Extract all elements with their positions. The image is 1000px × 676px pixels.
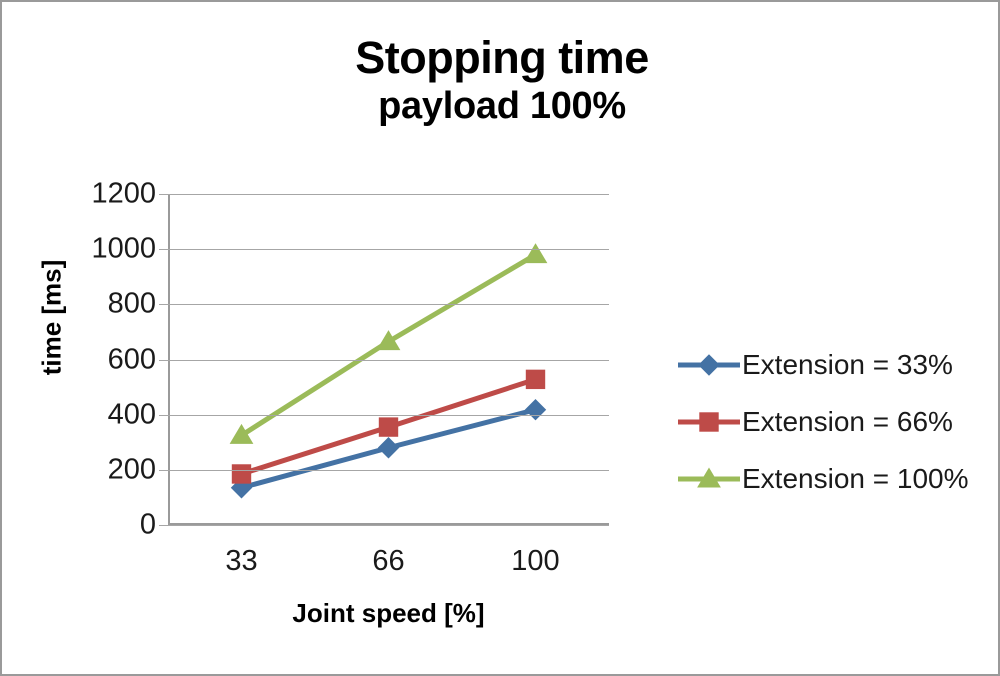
legend-label: Extension = 100% bbox=[742, 462, 969, 494]
legend-label: Extension = 33% bbox=[742, 348, 953, 380]
data-point-triangle bbox=[523, 243, 548, 264]
y-axis-tick-label: 800 bbox=[107, 287, 156, 320]
gridline bbox=[168, 359, 609, 361]
y-axis-tick bbox=[159, 249, 168, 251]
y-axis-tick bbox=[159, 304, 168, 306]
data-point-square bbox=[378, 417, 399, 437]
chart-title: Stopping time bbox=[355, 32, 649, 83]
gridline bbox=[168, 525, 609, 526]
y-axis-tick bbox=[159, 469, 168, 471]
y-axis-tick bbox=[159, 194, 168, 195]
y-axis-tick-label: 0 bbox=[139, 508, 156, 541]
legend-marker-triangle-icon bbox=[678, 466, 740, 492]
data-point-triangle bbox=[376, 330, 401, 351]
legend-item[interactable]: Extension = 66% bbox=[678, 393, 988, 450]
gridline bbox=[168, 194, 609, 195]
x-axis-line bbox=[168, 523, 609, 525]
legend-item[interactable]: Extension = 100% bbox=[678, 450, 988, 507]
y-axis-tick bbox=[159, 414, 168, 416]
y-axis-tick bbox=[159, 525, 168, 526]
x-axis-tick-label: 66 bbox=[372, 545, 405, 577]
plot-area bbox=[159, 194, 609, 526]
data-point-triangle bbox=[229, 423, 254, 444]
y-axis-tick bbox=[159, 359, 168, 361]
data-point-diamond bbox=[698, 353, 720, 376]
x-axis-title: Joint speed [%] bbox=[292, 598, 485, 628]
chart-legend: Extension = 33% Extension = 66% Extension … bbox=[678, 336, 988, 507]
legend-label: Extension = 66% bbox=[742, 405, 953, 437]
gridline bbox=[168, 304, 609, 306]
x-axis-tick-label: 100 bbox=[511, 545, 560, 577]
data-point-square bbox=[699, 411, 719, 432]
series-layer bbox=[229, 243, 548, 499]
y-axis-tick-label: 400 bbox=[107, 398, 156, 431]
chart-subtitle: payload 100% bbox=[378, 85, 626, 128]
y-axis-tick-label: 200 bbox=[107, 453, 156, 486]
legend-marker-diamond-icon bbox=[678, 352, 740, 378]
data-point-triangle bbox=[697, 467, 721, 487]
y-axis-tick-labels: 0 200 400 600 800 1000 1200 bbox=[64, 178, 156, 541]
y-axis-tick-label: 1200 bbox=[91, 177, 156, 210]
legend-marker-square-icon bbox=[678, 409, 740, 435]
legend-item[interactable]: Extension = 33% bbox=[678, 336, 988, 393]
gridline bbox=[168, 249, 609, 251]
data-point-square bbox=[525, 369, 546, 390]
y-axis-title: time [ms] bbox=[36, 259, 67, 376]
data-point-diamond bbox=[377, 437, 400, 459]
gridline bbox=[168, 469, 609, 471]
data-point-square bbox=[231, 464, 252, 484]
x-axis-tick-labels: 33 66 100 bbox=[168, 545, 609, 585]
data-point-diamond bbox=[524, 398, 547, 421]
gridline bbox=[168, 414, 609, 416]
y-axis-tick-label: 600 bbox=[107, 343, 156, 375]
x-axis-tick-label: 33 bbox=[225, 545, 258, 577]
y-axis-tick-label: 1000 bbox=[91, 232, 156, 265]
chart-title-block: Stopping time payload 100% bbox=[2, 32, 998, 129]
